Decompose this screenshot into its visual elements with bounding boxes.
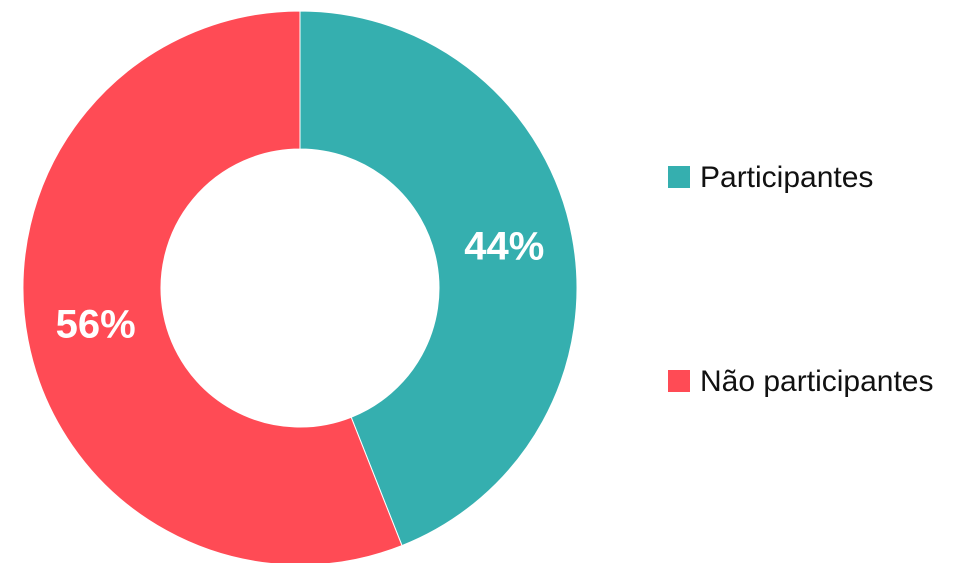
legend-swatch bbox=[668, 370, 690, 392]
legend-label: Não participantes bbox=[700, 365, 933, 398]
legend-swatch bbox=[668, 166, 690, 188]
value-label: 44% bbox=[464, 225, 544, 269]
value-label: 56% bbox=[56, 303, 136, 347]
legend-label: Participantes bbox=[700, 161, 873, 194]
donut-slice bbox=[299, 10, 578, 547]
donut-slice bbox=[22, 10, 403, 563]
